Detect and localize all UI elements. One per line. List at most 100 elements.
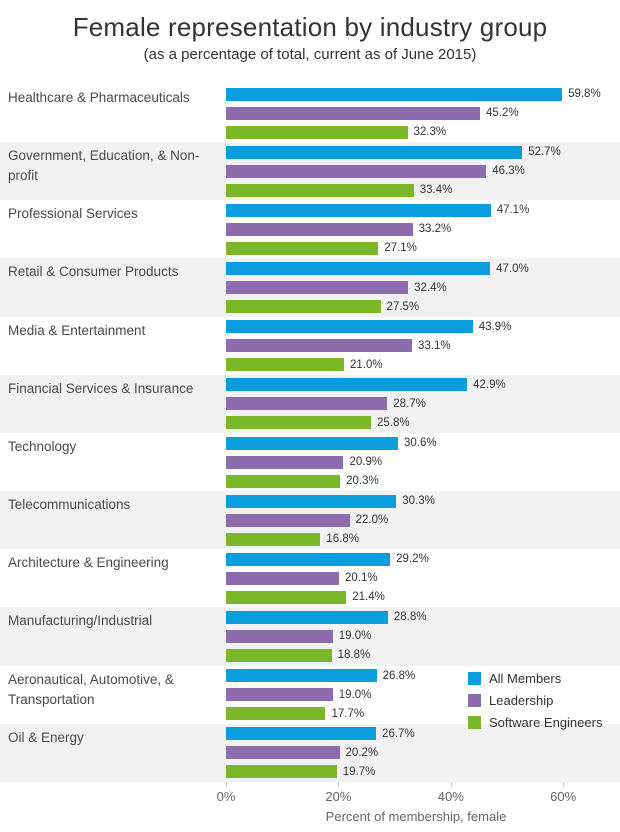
- bar-value-label: 26.8%: [382, 669, 416, 682]
- bar-leadership: [226, 513, 350, 527]
- bar-value-label: 47.0%: [496, 262, 529, 275]
- bar-software-engineers: [226, 241, 379, 255]
- bar-software-engineers: [226, 474, 341, 488]
- industry-row: Healthcare & Pharmaceuticals 59.8% 45.2% 32…: [0, 84, 620, 142]
- bar-all-members: [226, 203, 491, 217]
- bar-software-engineers: [226, 183, 414, 197]
- bar-value-label: 16.8%: [326, 533, 360, 546]
- category-label: Financial Services & Insurance: [8, 380, 194, 396]
- legend-item-software-engineers: Software Engineers: [468, 711, 602, 733]
- category-label: Government, Education, & Non-profit: [8, 148, 200, 184]
- bar-software-engineers: [226, 358, 345, 372]
- bar-value-label: 32.4%: [414, 281, 447, 294]
- bar-software-engineers: [226, 416, 371, 430]
- bar-value-label: 30.6%: [403, 437, 437, 450]
- bar-line-all-members: 26.8%: [226, 669, 620, 683]
- bar-software-engineers: [226, 648, 332, 662]
- bar-line-leadership: 19.0%: [226, 688, 620, 702]
- bar-line-leadership: 33.1%: [226, 339, 620, 353]
- bar-line-leadership: 46.3%: [226, 164, 620, 178]
- category-label: Aeronautical, Automotive, & Transportati…: [8, 671, 174, 707]
- bar-value-label: 19.7%: [342, 765, 376, 778]
- bar-all-members: [226, 669, 377, 683]
- bar-group: 47.1% 33.2% 27.1%: [226, 200, 620, 258]
- bar-line-leadership: 19.0%: [226, 629, 620, 643]
- bar-value-label: 19.0%: [338, 630, 372, 643]
- bar-value-label: 21.4%: [352, 591, 385, 604]
- bar-group: 26.8% 19.0% 17.7%: [226, 666, 620, 724]
- bar-line-software-engineers: 33.4%: [226, 183, 620, 197]
- bar-value-label: 29.2%: [396, 553, 429, 566]
- bar-all-members: [226, 262, 491, 276]
- legend-label-software-engineers: Software Engineers: [489, 714, 603, 730]
- category-label: Professional Services: [8, 206, 138, 222]
- bar-line-software-engineers: 17.7%: [226, 707, 620, 721]
- bar-value-label: 20.1%: [344, 572, 378, 585]
- category-label: Media & Entertainment: [8, 322, 146, 338]
- bar-software-engineers: [226, 300, 381, 314]
- bar-line-all-members: 47.0%: [226, 262, 620, 276]
- bar-line-leadership: 28.7%: [226, 397, 620, 411]
- bar-line-software-engineers: 27.5%: [226, 300, 620, 314]
- bar-line-software-engineers: 21.0%: [226, 358, 620, 372]
- industry-row: Architecture & Engineering 29.2% 20.1% 21.4…: [0, 549, 620, 607]
- bar-all-members: [226, 145, 523, 159]
- bar-group: 28.8% 19.0% 18.8%: [226, 607, 620, 665]
- bar-group: 47.0% 32.4% 27.5%: [226, 258, 620, 316]
- legend-item-leadership: Leadership: [468, 689, 602, 711]
- bar-all-members: [226, 436, 398, 450]
- category-label: Healthcare & Pharmaceuticals: [8, 90, 190, 105]
- industry-row: Financial Services & Insurance 42.9% 28.7%…: [0, 374, 620, 433]
- bar-line-leadership: 20.2%: [226, 746, 620, 760]
- x-axis-tick-label: 60%: [550, 789, 577, 804]
- x-axis-tick-mark: [226, 782, 227, 787]
- bar-line-all-members: 43.9%: [226, 320, 620, 334]
- x-axis-tick-label: 0%: [216, 789, 236, 804]
- bar-line-software-engineers: 16.8%: [226, 532, 620, 546]
- bar-line-all-members: 30.3%: [226, 494, 620, 508]
- bar-line-all-members: 29.2%: [226, 552, 620, 566]
- legend-swatch-leadership-icon: [468, 693, 481, 707]
- bar-line-software-engineers: 25.8%: [226, 416, 620, 430]
- bar-value-label: 19.0%: [338, 688, 372, 701]
- legend: All Members Leadership Software Engineer…: [468, 667, 602, 733]
- bar-line-software-engineers: 27.1%: [226, 241, 620, 255]
- bar-software-engineers: [226, 765, 337, 779]
- bar-line-software-engineers: 32.3%: [226, 125, 620, 139]
- bar-all-members: [226, 87, 563, 101]
- bar-line-leadership: 20.9%: [226, 455, 620, 469]
- chart-title: Female representation by industry group: [72, 12, 548, 42]
- category-label: Manufacturing/Industrial: [8, 613, 153, 629]
- legend-label-leadership: Leadership: [489, 692, 554, 708]
- bar-group: 59.8% 45.2% 32.3%: [226, 84, 620, 142]
- industry-row: Retail & Consumer Products 47.0% 32.4% 27.5…: [0, 258, 620, 317]
- bar-software-engineers: [226, 532, 321, 546]
- bar-line-all-members: 26.7%: [226, 727, 620, 741]
- bar-software-engineers: [226, 125, 408, 139]
- industry-row: Telecommunications 30.3% 22.0% 16.8%: [0, 491, 620, 550]
- bar-value-label: 42.9%: [473, 378, 506, 391]
- bar-group: 30.6% 20.9% 20.3%: [226, 433, 620, 491]
- legend-swatch-all-members-icon: [468, 671, 481, 685]
- bar-leadership: [226, 106, 481, 120]
- bar-all-members: [226, 610, 388, 624]
- bar-value-label: 28.7%: [393, 397, 426, 410]
- bar-value-label: 26.7%: [382, 727, 415, 740]
- industry-row: Professional Services 47.1% 33.2% 27.1%: [0, 200, 620, 258]
- bar-leadership: [226, 281, 409, 295]
- category-label: Architecture & Engineering: [8, 555, 169, 571]
- industry-row: Manufacturing/Industrial 28.8% 19.0% 18.8%: [0, 607, 620, 666]
- bar-group: 52.7% 46.3% 33.4%: [226, 142, 620, 200]
- bar-value-label: 52.7%: [528, 146, 561, 159]
- x-axis-tick-label: 20%: [325, 789, 352, 804]
- category-label: Telecommunications: [8, 497, 131, 513]
- industry-row: Government, Education, & Non-profit 52.7%…: [0, 142, 620, 201]
- bar-line-all-members: 28.8%: [226, 610, 620, 624]
- bar-line-software-engineers: 21.4%: [226, 590, 620, 604]
- bar-value-label: 28.8%: [393, 611, 427, 624]
- category-label: Retail & Consumer Products: [8, 264, 179, 280]
- industry-row: Aeronautical, Automotive, & Transportati…: [0, 666, 620, 724]
- bar-all-members: [226, 494, 397, 508]
- bar-software-engineers: [226, 590, 347, 604]
